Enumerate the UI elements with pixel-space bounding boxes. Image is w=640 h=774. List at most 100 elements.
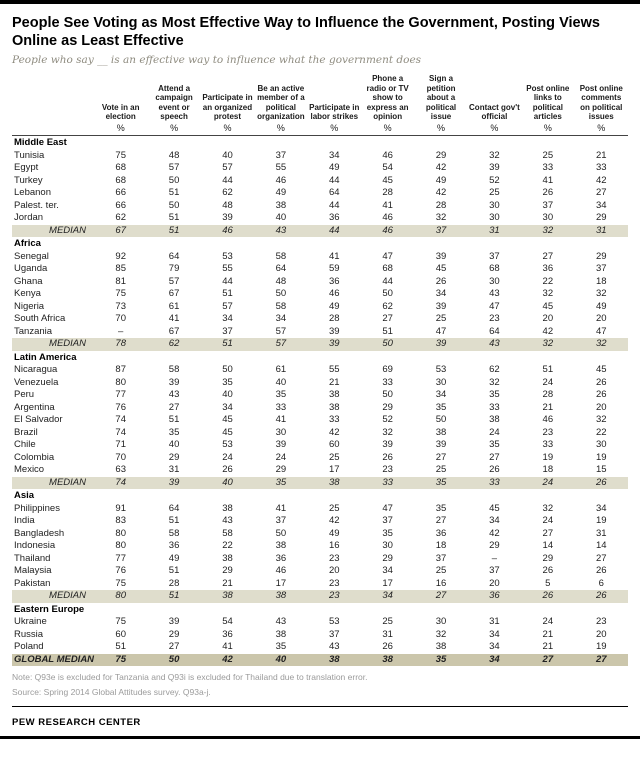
cell: 37: [489, 565, 500, 576]
cell: 35: [168, 426, 180, 438]
cell: [414, 136, 467, 150]
row-label: Lebanon: [14, 187, 51, 198]
column-header-label: Attend a campaign event or speech: [155, 83, 193, 122]
cell: 85: [115, 263, 126, 274]
cell: 78: [94, 338, 148, 351]
row-label: Tunisia: [14, 149, 45, 161]
country-row: Poland 51 27 41 35 43 26 38 34 21 19: [12, 641, 628, 654]
cell: 44: [328, 174, 340, 186]
cell: 64: [168, 502, 180, 514]
country-row: Nigeria 73 61 57 58 49 62 39 47 45 49: [12, 301, 628, 314]
cell: 33: [382, 376, 393, 388]
cell: 59: [328, 263, 340, 274]
cell: 39: [435, 300, 447, 312]
cell: [201, 351, 254, 365]
column-header: Be an active member of a political organ…: [254, 74, 308, 136]
cell: 39: [435, 250, 447, 262]
cell: 35: [435, 401, 447, 413]
cell: [147, 603, 200, 617]
row-label: Mexico: [14, 464, 45, 475]
cell: 29: [595, 212, 607, 223]
cell: 61: [168, 300, 180, 312]
cell: 54: [382, 162, 393, 173]
cell: 36: [275, 552, 287, 564]
cell: 57: [222, 300, 233, 312]
cell: 36: [435, 527, 447, 539]
cell: 36: [467, 590, 522, 603]
cell: [201, 237, 254, 251]
cell: 43: [168, 389, 180, 400]
cell: [308, 489, 361, 503]
cell: 70: [115, 451, 126, 463]
cell: 50: [360, 338, 415, 351]
section-header-row: Latin America: [12, 351, 628, 365]
row-label: Poland: [14, 641, 44, 652]
column-header-label: Be an active member of a political organ…: [257, 83, 305, 122]
cell: 67: [168, 288, 180, 299]
cell: 35: [275, 641, 287, 652]
cell: 26: [542, 187, 554, 198]
cell: 30: [489, 199, 500, 211]
row-label: MEDIAN: [12, 224, 94, 237]
cell: 33: [542, 439, 554, 450]
data-table: Vote in an election% Attend a campaign ev…: [12, 74, 628, 666]
cell: 38: [275, 199, 287, 211]
cell: 39: [168, 616, 180, 627]
cell: [361, 237, 414, 251]
cell: 51: [147, 590, 201, 603]
cell: 23: [542, 426, 554, 438]
cell: [575, 603, 628, 617]
cell: 46: [328, 288, 340, 299]
cell: 25: [435, 313, 447, 324]
cell: [94, 351, 147, 365]
cell: 38: [435, 641, 447, 652]
cell: 18: [435, 540, 447, 551]
cell: 41: [275, 414, 287, 425]
cell: 37: [542, 199, 554, 211]
cell: [521, 136, 574, 150]
row-label: GLOBAL MEDIAN: [12, 653, 95, 666]
cell: [521, 489, 574, 503]
cell: 40: [275, 376, 287, 388]
row-label: Philippines: [14, 502, 60, 514]
cell: 48: [275, 275, 287, 287]
cell: 39: [382, 439, 393, 450]
country-row: Turkey 68 50 44 46 44 45 49 52 41 42: [12, 175, 628, 188]
cell: 37: [489, 250, 500, 262]
section-header-row: Middle East: [12, 136, 628, 150]
cell: 51: [168, 565, 180, 576]
cell: 64: [328, 187, 340, 198]
cell: 37: [275, 149, 287, 161]
cell: 27: [542, 250, 554, 262]
cell: 33: [595, 162, 607, 173]
cell: 52: [382, 414, 393, 425]
cell: 91: [115, 502, 126, 514]
cell: 74: [94, 476, 148, 489]
cell: 64: [275, 263, 287, 274]
cell: 57: [275, 325, 287, 337]
cell: 69: [382, 364, 393, 375]
cell: 32: [489, 149, 500, 161]
cell: 55: [222, 263, 233, 274]
cell: 81: [115, 275, 126, 287]
cell: 51: [382, 325, 393, 337]
cell: 37: [595, 263, 607, 274]
row-label: Colombia: [14, 451, 55, 463]
cell: 24: [275, 451, 287, 463]
cell: 39: [275, 439, 287, 450]
cell: 29: [382, 401, 393, 413]
cell: 92: [115, 250, 126, 262]
cell: [147, 489, 200, 503]
cell: 70: [115, 313, 126, 324]
cell: 67: [94, 224, 148, 237]
cell: 80: [115, 540, 126, 551]
cell: 35: [414, 476, 468, 489]
cell: 50: [222, 364, 233, 375]
cell: 58: [275, 250, 287, 262]
cell: 55: [328, 364, 340, 375]
cell: 25: [328, 451, 340, 463]
cell: 38: [222, 552, 233, 564]
cell: 19: [595, 641, 607, 652]
cell: 23: [489, 313, 500, 324]
cell: 45: [595, 364, 607, 375]
